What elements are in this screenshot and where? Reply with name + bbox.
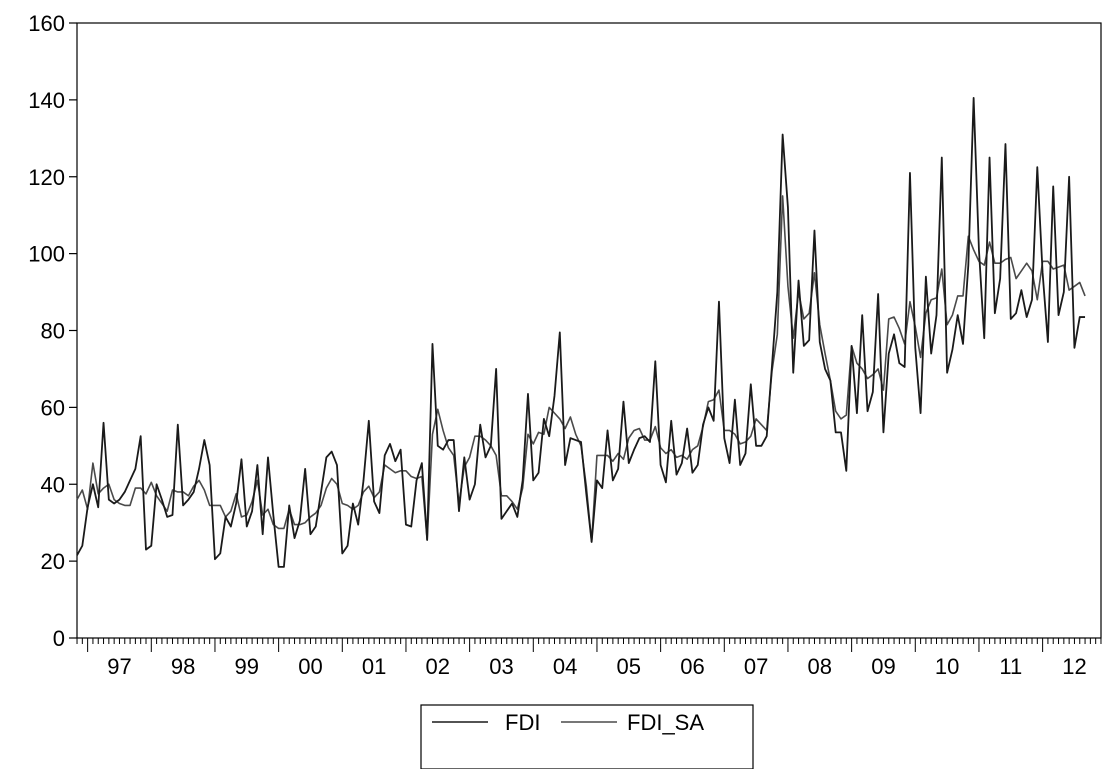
legend-box bbox=[420, 704, 754, 769]
x-tick-label-99: 99 bbox=[235, 654, 259, 679]
x-tick-label-10: 10 bbox=[935, 654, 959, 679]
x-tick-label-12: 12 bbox=[1062, 654, 1086, 679]
legend-label-fdi-sa: FDI_SA bbox=[627, 710, 704, 735]
y-tick-label-40: 40 bbox=[41, 472, 65, 497]
x-tick-label-03: 03 bbox=[489, 654, 513, 679]
y-tick-label-0: 0 bbox=[53, 626, 65, 651]
y-tick-label-20: 20 bbox=[41, 549, 65, 574]
x-tick-label-07: 07 bbox=[744, 654, 768, 679]
series-layer bbox=[76, 97, 1086, 568]
x-tick-label-00: 00 bbox=[298, 654, 322, 679]
x-tick-label-06: 06 bbox=[680, 654, 704, 679]
x-tick-label-98: 98 bbox=[171, 654, 195, 679]
y-tick-label-60: 60 bbox=[41, 395, 65, 420]
y-tick-label-120: 120 bbox=[28, 165, 65, 190]
y-tick-label-100: 100 bbox=[28, 242, 65, 267]
legend: FDI FDI_SA bbox=[420, 704, 754, 769]
x-tick-label-01: 01 bbox=[362, 654, 386, 679]
y-tick-label-80: 80 bbox=[41, 319, 65, 344]
x-tick-label-04: 04 bbox=[553, 654, 577, 679]
x-tick-label-09: 09 bbox=[871, 654, 895, 679]
x-tick-label-02: 02 bbox=[426, 654, 450, 679]
y-tick-label-160: 160 bbox=[28, 11, 65, 36]
x-tick-label-05: 05 bbox=[617, 654, 641, 679]
series-line-fdi bbox=[76, 97, 1086, 568]
y-axis: 0 20 40 60 80 100 120 140 160 bbox=[28, 11, 77, 651]
y-tick-label-140: 140 bbox=[28, 88, 65, 113]
x-tick-label-97: 97 bbox=[107, 654, 131, 679]
x-tick-label-11: 11 bbox=[999, 654, 1022, 679]
x-tick-label-08: 08 bbox=[808, 654, 832, 679]
x-axis: 97 98 99 00 01 02 03 04 05 06 07 08 09 10 11 12 bbox=[76, 638, 1102, 679]
legend-label-fdi: FDI bbox=[505, 710, 540, 735]
